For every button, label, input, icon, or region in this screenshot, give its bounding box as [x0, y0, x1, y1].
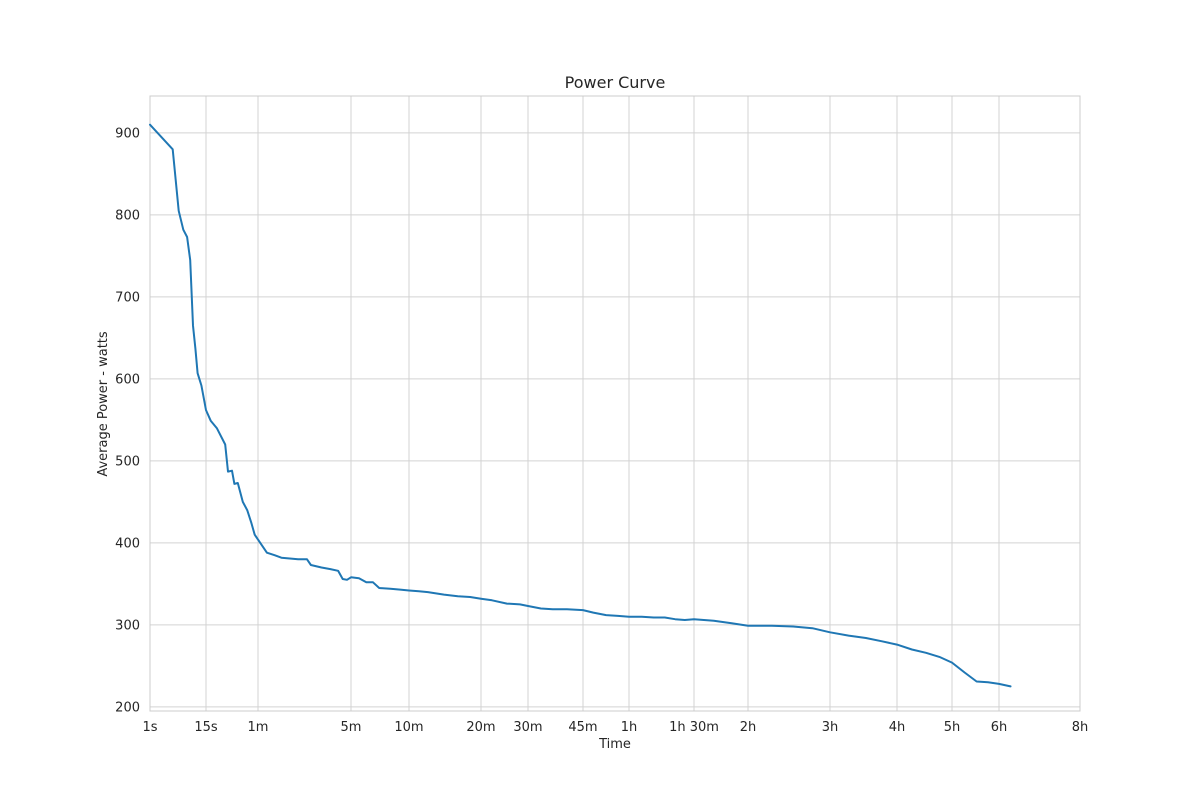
y-tick-label: 300: [115, 618, 140, 633]
x-tick-label: 6h: [991, 720, 1008, 735]
x-tick-label: 5h: [944, 720, 961, 735]
plot-frame: [149, 95, 1081, 712]
plot-area: [150, 96, 1080, 711]
y-tick-label: 900: [115, 126, 140, 141]
y-tick-label: 500: [115, 454, 140, 469]
x-tick-label: 4h: [889, 720, 906, 735]
y-tick-labels: 200 300 400 500 600 700 800 900: [115, 126, 140, 715]
y-tick-label: 700: [115, 290, 140, 305]
y-tick-label: 200: [115, 700, 140, 715]
x-axis-label: Time: [598, 737, 631, 752]
y-tick-label: 800: [115, 208, 140, 223]
x-tick-label: 45m: [568, 720, 597, 735]
x-tick-label: 5m: [341, 720, 362, 735]
x-tick-label: 15s: [194, 720, 218, 735]
x-tick-label: 30m: [513, 720, 542, 735]
grid-lines: [149, 96, 1081, 711]
x-tick-label: 1h: [621, 720, 638, 735]
power-curve-line: [149, 123, 1012, 688]
y-tick-label: 600: [115, 372, 140, 387]
x-tick-label: 10m: [394, 720, 423, 735]
x-tick-label: 3h: [822, 720, 839, 735]
x-tick-label: 2h: [740, 720, 757, 735]
y-tick-label: 400: [115, 536, 140, 551]
x-tick-label: 1h 30m: [669, 720, 719, 735]
x-tick-label: 8h: [1072, 720, 1089, 735]
x-tick-label: 20m: [466, 720, 495, 735]
y-axis-label: Average Power - watts: [96, 331, 111, 477]
x-tick-label: 1m: [248, 720, 269, 735]
chart-title: Power Curve: [565, 73, 666, 92]
x-tick-labels: 1s 15s 1m 5m 10m 20m 30m 45m 1h 1h 30m 2h 3h 4h 5h 6h 8…: [142, 720, 1088, 735]
x-tick-label: 1s: [142, 720, 157, 735]
